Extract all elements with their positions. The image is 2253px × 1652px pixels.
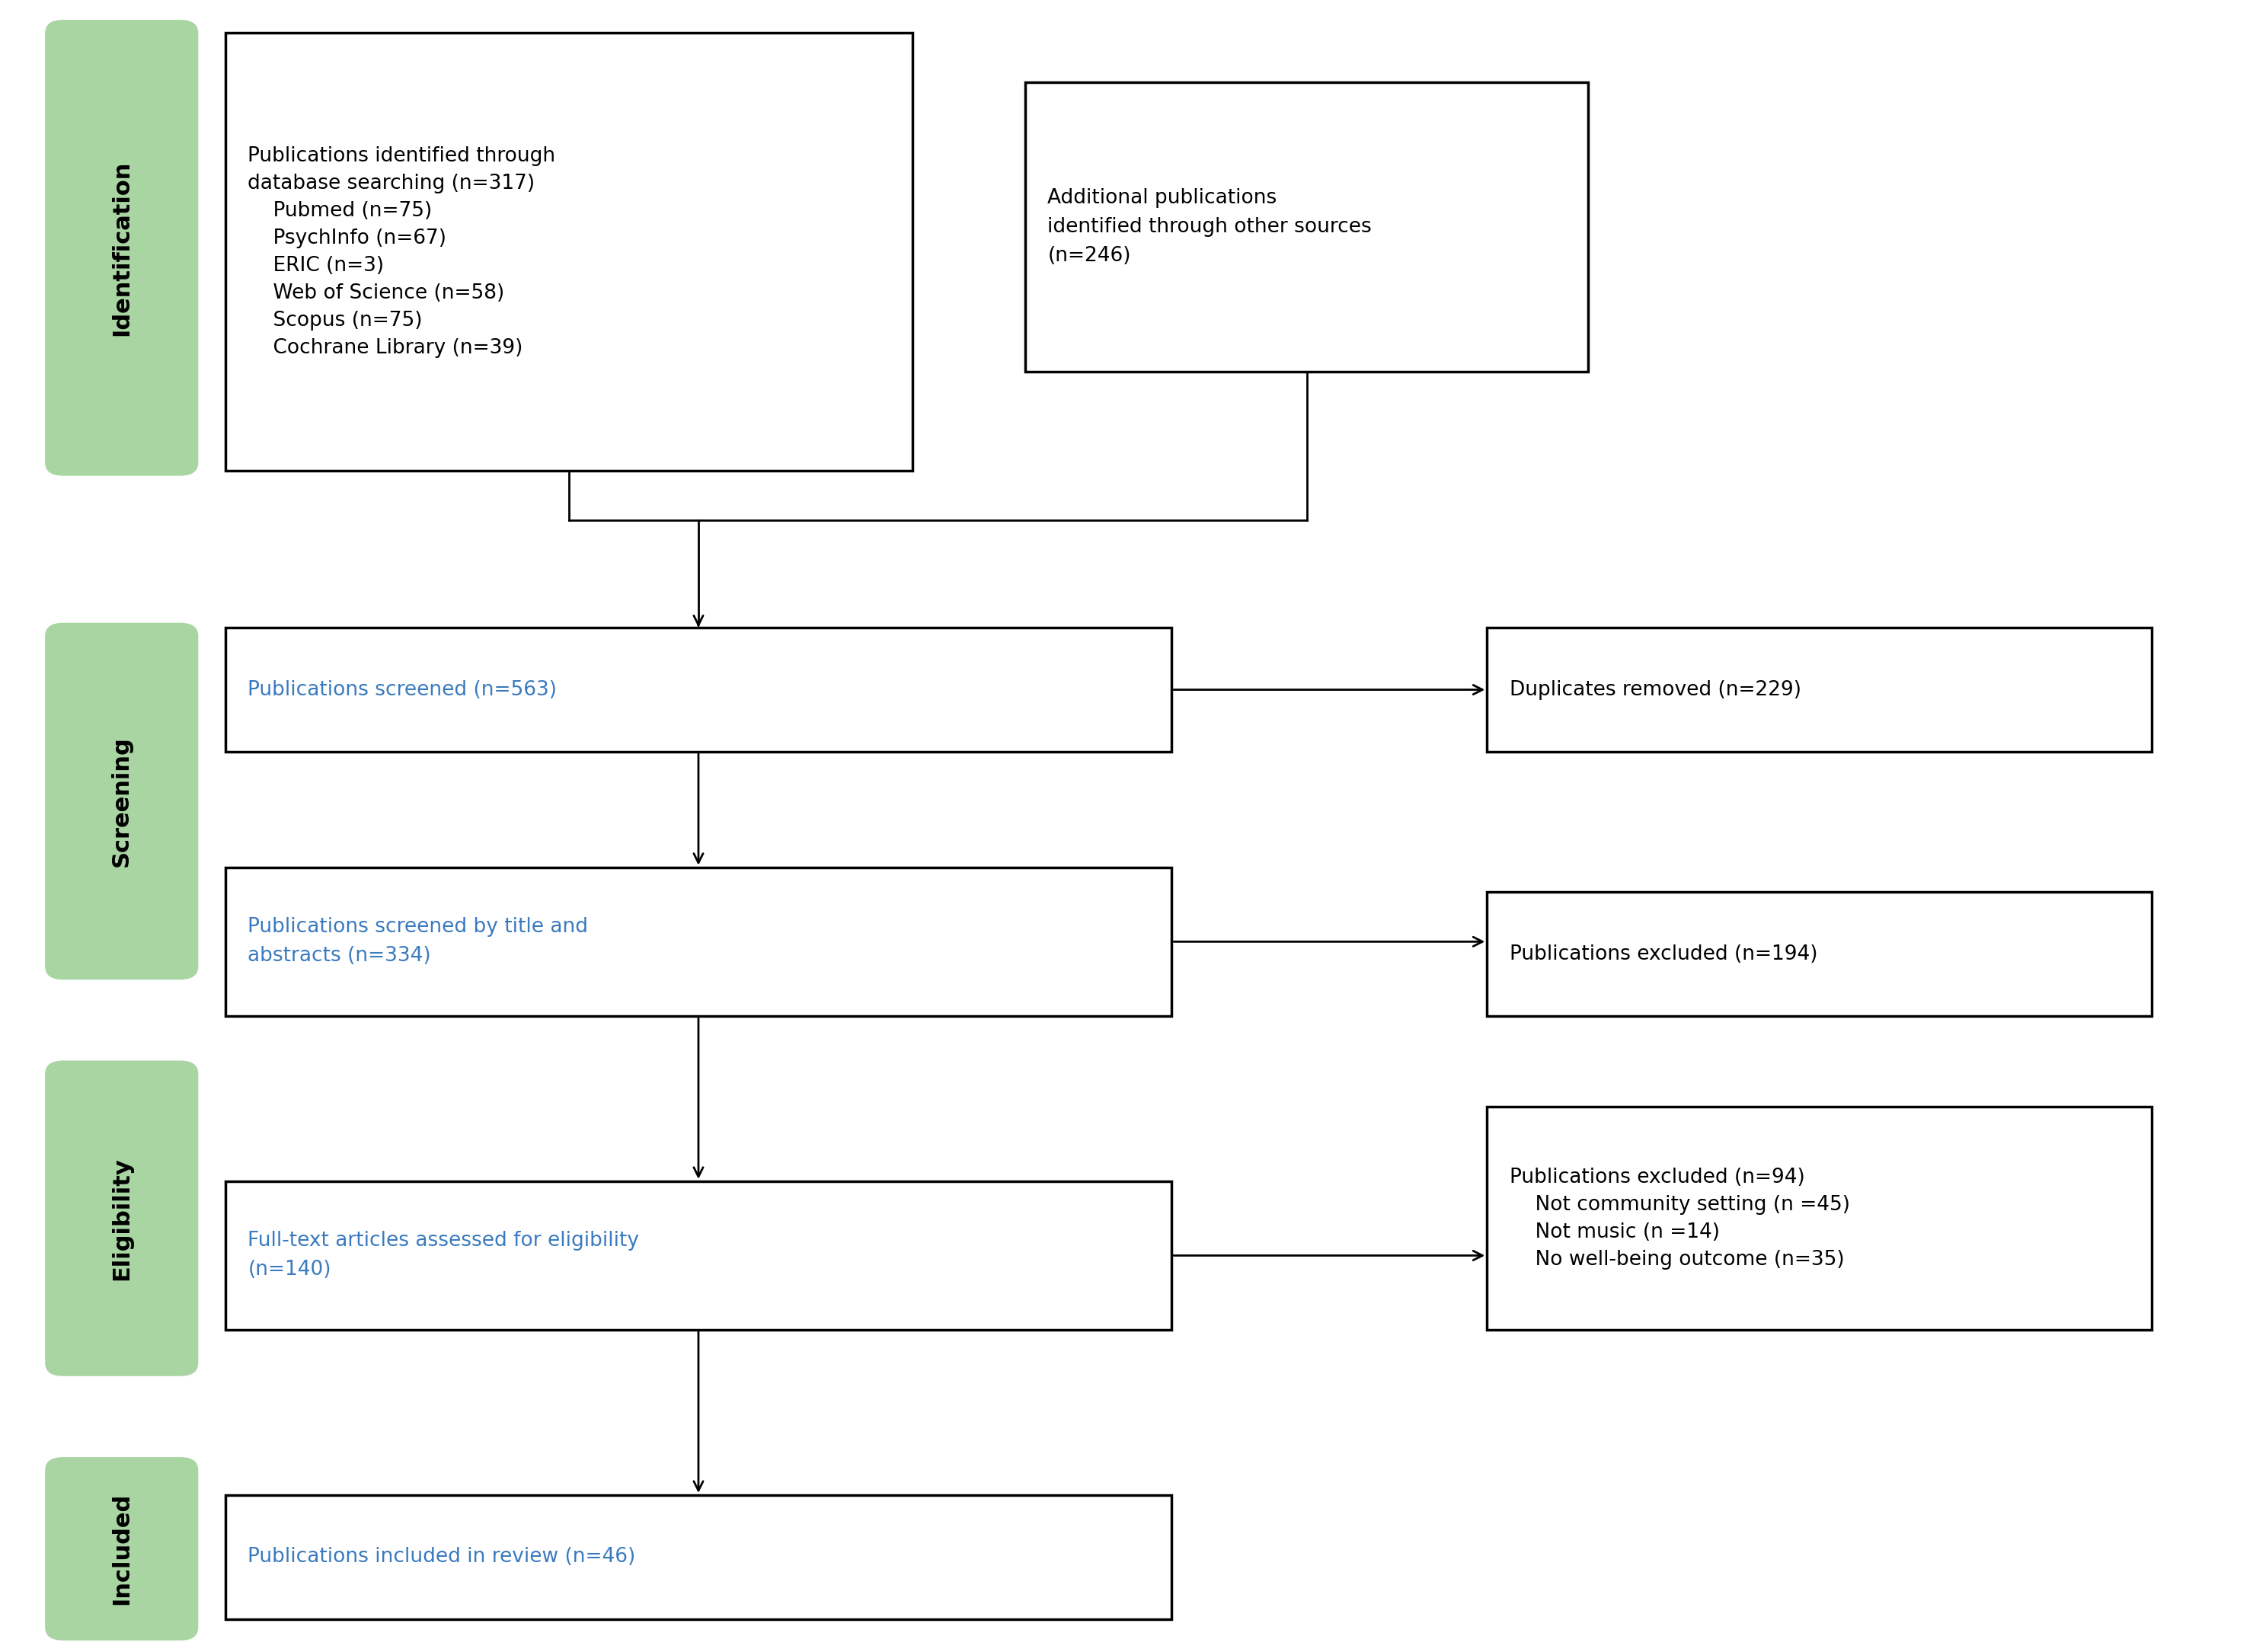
FancyBboxPatch shape — [225, 1181, 1172, 1330]
Text: Full-text articles assessed for eligibility
(n=140): Full-text articles assessed for eligibil… — [248, 1231, 640, 1280]
FancyBboxPatch shape — [45, 1061, 198, 1376]
FancyBboxPatch shape — [45, 20, 198, 476]
FancyBboxPatch shape — [45, 623, 198, 980]
FancyBboxPatch shape — [225, 1495, 1172, 1619]
Text: Duplicates removed (n=229): Duplicates removed (n=229) — [1510, 681, 1800, 699]
FancyBboxPatch shape — [225, 628, 1172, 752]
Text: Publications identified through
database searching (n=317)
    Pubmed (n=75)
   : Publications identified through database… — [248, 145, 556, 358]
Text: Additional publications
identified through other sources
(n=246): Additional publications identified throu… — [1048, 188, 1372, 266]
FancyBboxPatch shape — [225, 867, 1172, 1016]
Text: Identification: Identification — [110, 160, 133, 335]
Text: Included: Included — [110, 1493, 133, 1604]
Text: Publications excluded (n=94)
    Not community setting (n =45)
    Not music (n : Publications excluded (n=94) Not communi… — [1510, 1168, 1850, 1269]
FancyBboxPatch shape — [1487, 628, 2152, 752]
FancyBboxPatch shape — [45, 1457, 198, 1640]
FancyBboxPatch shape — [1487, 1107, 2152, 1330]
FancyBboxPatch shape — [225, 33, 912, 471]
Text: Publications excluded (n=194): Publications excluded (n=194) — [1510, 945, 1818, 963]
Text: Screening: Screening — [110, 735, 133, 867]
Text: Publications screened (n=563): Publications screened (n=563) — [248, 681, 556, 699]
Text: Publications screened by title and
abstracts (n=334): Publications screened by title and abstr… — [248, 917, 588, 966]
Text: Publications included in review (n=46): Publications included in review (n=46) — [248, 1548, 635, 1566]
FancyBboxPatch shape — [1025, 83, 1588, 372]
FancyBboxPatch shape — [1487, 892, 2152, 1016]
Text: Eligibility: Eligibility — [110, 1156, 133, 1280]
